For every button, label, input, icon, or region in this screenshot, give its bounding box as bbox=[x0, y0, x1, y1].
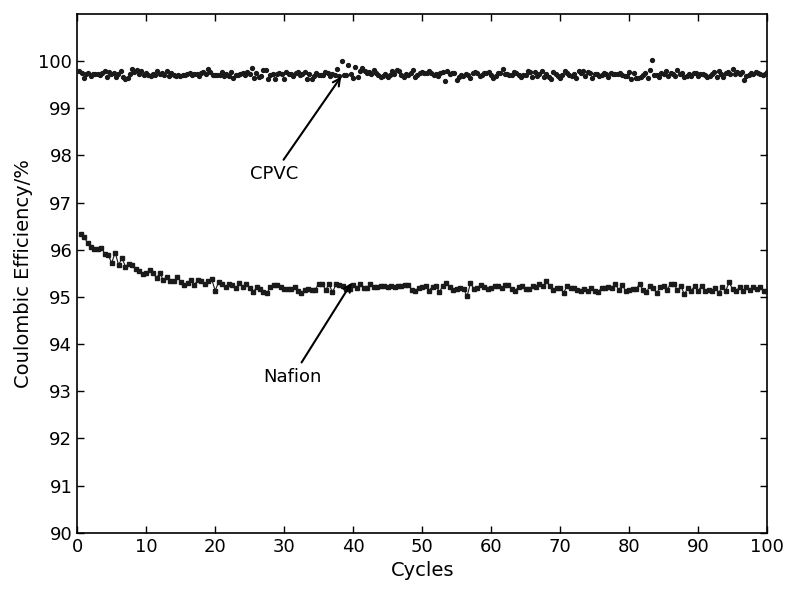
X-axis label: Cycles: Cycles bbox=[390, 561, 454, 580]
Y-axis label: Coulombic Efficiency/%: Coulombic Efficiency/% bbox=[14, 159, 33, 388]
Text: CPVC: CPVC bbox=[250, 78, 340, 183]
Text: Nafion: Nafion bbox=[263, 285, 350, 386]
